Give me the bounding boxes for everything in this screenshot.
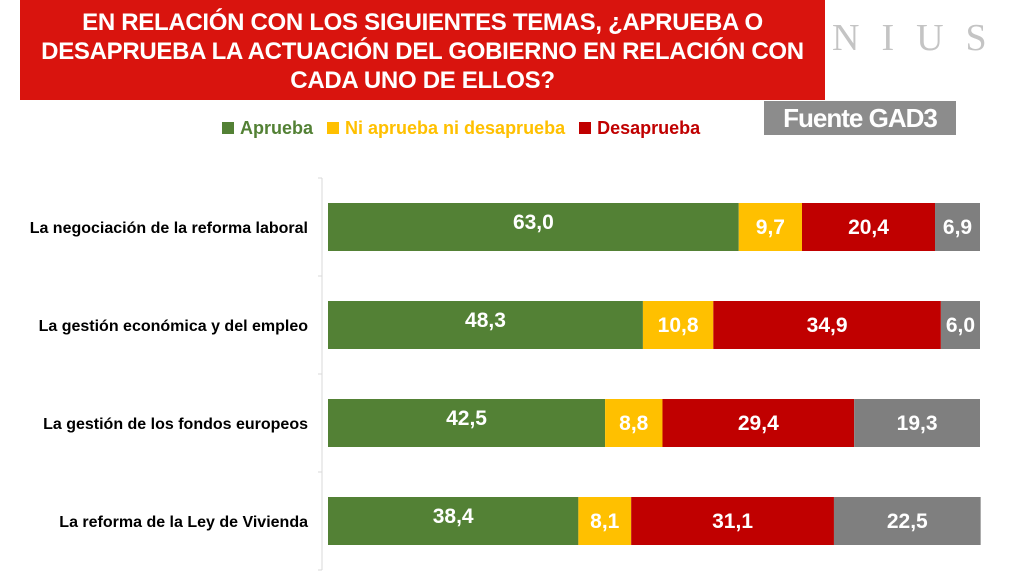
category-label: La reforma de la Ley de Vivienda (59, 514, 308, 531)
bar-segment (940, 301, 980, 349)
bar-segment (854, 399, 980, 447)
bar-segment (642, 301, 714, 349)
legend-label-aprueba: Aprueba (240, 117, 314, 138)
chart-legend: Aprueba Ni aprueba ni desaprueba Desapru… (222, 117, 714, 139)
chart-title-banner: EN RELACIÓN CON LOS SIGUIENTES TEMAS, ¿A… (20, 0, 825, 100)
bar-segment (328, 203, 739, 251)
data-label: 6,9 (943, 216, 972, 239)
legend-swatch-ni-aprueba (327, 122, 340, 134)
brand-logo: NIUS (832, 17, 1009, 59)
data-label: 6,0 (946, 314, 975, 337)
data-label: 10,8 (658, 314, 699, 337)
data-label: 9,7 (756, 216, 785, 239)
data-label: 42,5 (446, 407, 487, 430)
data-label: 19,3 (897, 412, 938, 435)
legend-item-desaprueba: Desaprueba (579, 118, 700, 139)
bar-segment (935, 203, 980, 251)
data-label: 8,1 (590, 510, 620, 533)
data-label: 63,0 (513, 211, 554, 234)
bar-segment (833, 497, 981, 545)
data-label: 20,4 (848, 216, 889, 239)
category-label: La negociación de la reforma laboral (30, 220, 308, 237)
data-label: 31,1 (712, 510, 753, 533)
bar-segment (713, 301, 941, 349)
bar-segment (328, 399, 606, 447)
bar-segment (328, 497, 579, 545)
legend-item-aprueba: Aprueba (222, 118, 313, 139)
chart-title: EN RELACIÓN CON LOS SIGUIENTES TEMAS, ¿A… (41, 8, 804, 94)
bar-segment (631, 497, 834, 545)
data-label: 29,4 (738, 412, 779, 435)
category-label: La gestión económica y del empleo (39, 318, 309, 335)
legend-label-desaprueba: Desaprueba (597, 117, 701, 138)
legend-item-ni-aprueba: Ni aprueba ni desaprueba (327, 118, 565, 139)
legend-swatch-desaprueba (579, 122, 592, 134)
bar-segment (738, 203, 803, 251)
bar-segment (578, 497, 632, 545)
legend-label-ni-aprueba: Ni aprueba ni desaprueba (345, 117, 566, 138)
category-label: La gestión de los fondos europeos (43, 416, 308, 433)
data-label: 48,3 (465, 309, 506, 332)
bar-segment (662, 399, 855, 447)
legend-swatch-aprueba (222, 122, 234, 134)
bar-segment (605, 399, 663, 447)
data-label: 22,5 (887, 510, 928, 533)
source-badge: Fuente GAD3 (764, 101, 956, 135)
data-label: 8,8 (619, 412, 649, 435)
bar-segment (802, 203, 936, 251)
data-label: 34,9 (807, 314, 848, 337)
data-label: 38,4 (433, 505, 474, 528)
bar-segment (328, 301, 643, 349)
